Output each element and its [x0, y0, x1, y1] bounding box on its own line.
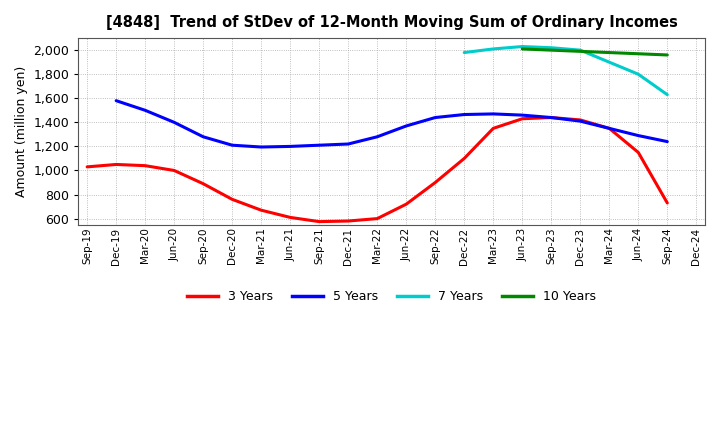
3 Years [634, 150, 643, 155]
10 Years [663, 52, 672, 58]
3 Years [576, 117, 585, 123]
3 Years [373, 216, 382, 221]
5 Years [431, 115, 439, 120]
Line: 5 Years: 5 Years [116, 101, 667, 147]
5 Years [634, 133, 643, 138]
7 Years [547, 45, 556, 50]
3 Years [460, 156, 469, 161]
5 Years [373, 134, 382, 139]
5 Years [663, 139, 672, 144]
3 Years [605, 126, 613, 131]
3 Years [402, 202, 410, 207]
3 Years [431, 180, 439, 185]
7 Years [605, 59, 613, 65]
Y-axis label: Amount (million yen): Amount (million yen) [15, 66, 28, 197]
5 Years [286, 144, 294, 149]
5 Years [518, 113, 526, 118]
3 Years [518, 116, 526, 121]
7 Years [518, 44, 526, 49]
5 Years [547, 115, 556, 120]
5 Years [460, 112, 469, 117]
7 Years [663, 92, 672, 97]
Legend: 3 Years, 5 Years, 7 Years, 10 Years: 3 Years, 5 Years, 7 Years, 10 Years [182, 285, 601, 308]
5 Years [228, 143, 236, 148]
5 Years [605, 126, 613, 131]
3 Years [315, 219, 323, 224]
5 Years [402, 123, 410, 128]
5 Years [315, 143, 323, 148]
5 Years [112, 98, 120, 103]
10 Years [634, 51, 643, 56]
7 Years [489, 46, 498, 51]
3 Years [199, 181, 207, 187]
3 Years [228, 197, 236, 202]
5 Years [141, 108, 150, 113]
5 Years [257, 144, 266, 150]
3 Years [286, 215, 294, 220]
3 Years [663, 200, 672, 205]
Line: 10 Years: 10 Years [522, 49, 667, 55]
5 Years [170, 120, 179, 125]
10 Years [518, 46, 526, 51]
7 Years [460, 50, 469, 55]
3 Years [547, 115, 556, 120]
3 Years [112, 162, 120, 167]
5 Years [576, 118, 585, 124]
3 Years [141, 163, 150, 169]
Line: 3 Years: 3 Years [87, 117, 667, 222]
10 Years [605, 50, 613, 55]
10 Years [547, 48, 556, 53]
Line: 7 Years: 7 Years [464, 47, 667, 95]
7 Years [634, 72, 643, 77]
3 Years [170, 168, 179, 173]
3 Years [344, 218, 353, 224]
5 Years [489, 111, 498, 117]
5 Years [344, 141, 353, 147]
5 Years [199, 134, 207, 139]
10 Years [576, 49, 585, 54]
Title: [4848]  Trend of StDev of 12-Month Moving Sum of Ordinary Incomes: [4848] Trend of StDev of 12-Month Moving… [106, 15, 678, 30]
3 Years [257, 208, 266, 213]
3 Years [83, 164, 91, 169]
7 Years [576, 48, 585, 53]
3 Years [489, 126, 498, 131]
